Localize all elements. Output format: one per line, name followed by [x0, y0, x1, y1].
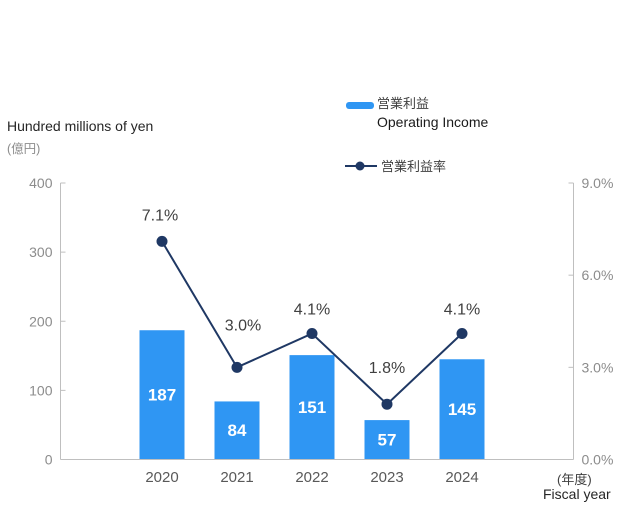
- category-label-2024: 2024: [445, 469, 478, 486]
- category-label-2020: 2020: [145, 469, 178, 486]
- ratio-point-2024: [456, 328, 468, 340]
- category-label-2022: 2022: [295, 469, 328, 486]
- x-axis-note-jp: (年度): [557, 472, 592, 487]
- right-axis-tick-label: 0.0%: [582, 452, 614, 468]
- bar-2024: [439, 359, 485, 460]
- ratio-point-2023: [381, 398, 393, 410]
- legend-bar-label-jp: 営業利益: [377, 96, 430, 111]
- line-series-swatch-icon: [345, 161, 377, 170]
- left-axis-tick-label: 0: [45, 452, 53, 468]
- category-label-2023: 2023: [370, 469, 403, 486]
- right-axis-tick-label: 9.0%: [582, 175, 614, 191]
- bar-2020: [139, 330, 185, 460]
- ratio-point-2022: [306, 328, 318, 340]
- ratio-label-2023: 1.8%: [369, 360, 405, 377]
- bar-value-label-2022: 151: [298, 398, 326, 417]
- left-axis-tick-label: 300: [29, 244, 53, 260]
- ratio-label-2022: 4.1%: [294, 302, 330, 319]
- bar-2022: [289, 355, 335, 460]
- ratio-point-2020: [156, 235, 168, 247]
- left-axis-tick-label: 200: [29, 313, 53, 329]
- ratio-label-2021: 3.0%: [225, 317, 261, 334]
- bar-series-swatch-icon: [346, 102, 374, 109]
- ratio-label-2024: 4.1%: [444, 302, 480, 319]
- left-axis-title-jp: (億円): [7, 142, 41, 156]
- legend-line-label-jp: 営業利益率: [381, 159, 447, 174]
- bar-2023: [364, 420, 410, 460]
- right-axis-tick-label: 6.0%: [582, 267, 614, 283]
- ratio-point-2021: [231, 361, 243, 373]
- bar-value-label-2021: 84: [228, 421, 247, 440]
- bar-value-label-2024: 145: [448, 400, 476, 419]
- left-axis-tick-label: 100: [29, 382, 53, 398]
- x-axis-note-en: Fiscal year: [543, 486, 611, 502]
- legend-line-series: 営業利益率: [344, 156, 446, 175]
- category-label-2021: 2021: [220, 469, 253, 486]
- bar-value-label-2020: 187: [148, 385, 176, 404]
- left-axis-title-en: Hundred millions of yen: [7, 118, 154, 134]
- ratio-label-2020: 7.1%: [142, 207, 178, 224]
- bar-2021: [214, 401, 260, 460]
- bar-value-label-2023: 57: [378, 430, 397, 449]
- right-axis-tick-label: 3.0%: [582, 359, 614, 375]
- legend-bar-label-en: Operating Income: [377, 114, 489, 130]
- left-axis-tick-label: 400: [29, 175, 53, 191]
- legend-bar-series: 営業利益 Operating Income: [346, 96, 488, 131]
